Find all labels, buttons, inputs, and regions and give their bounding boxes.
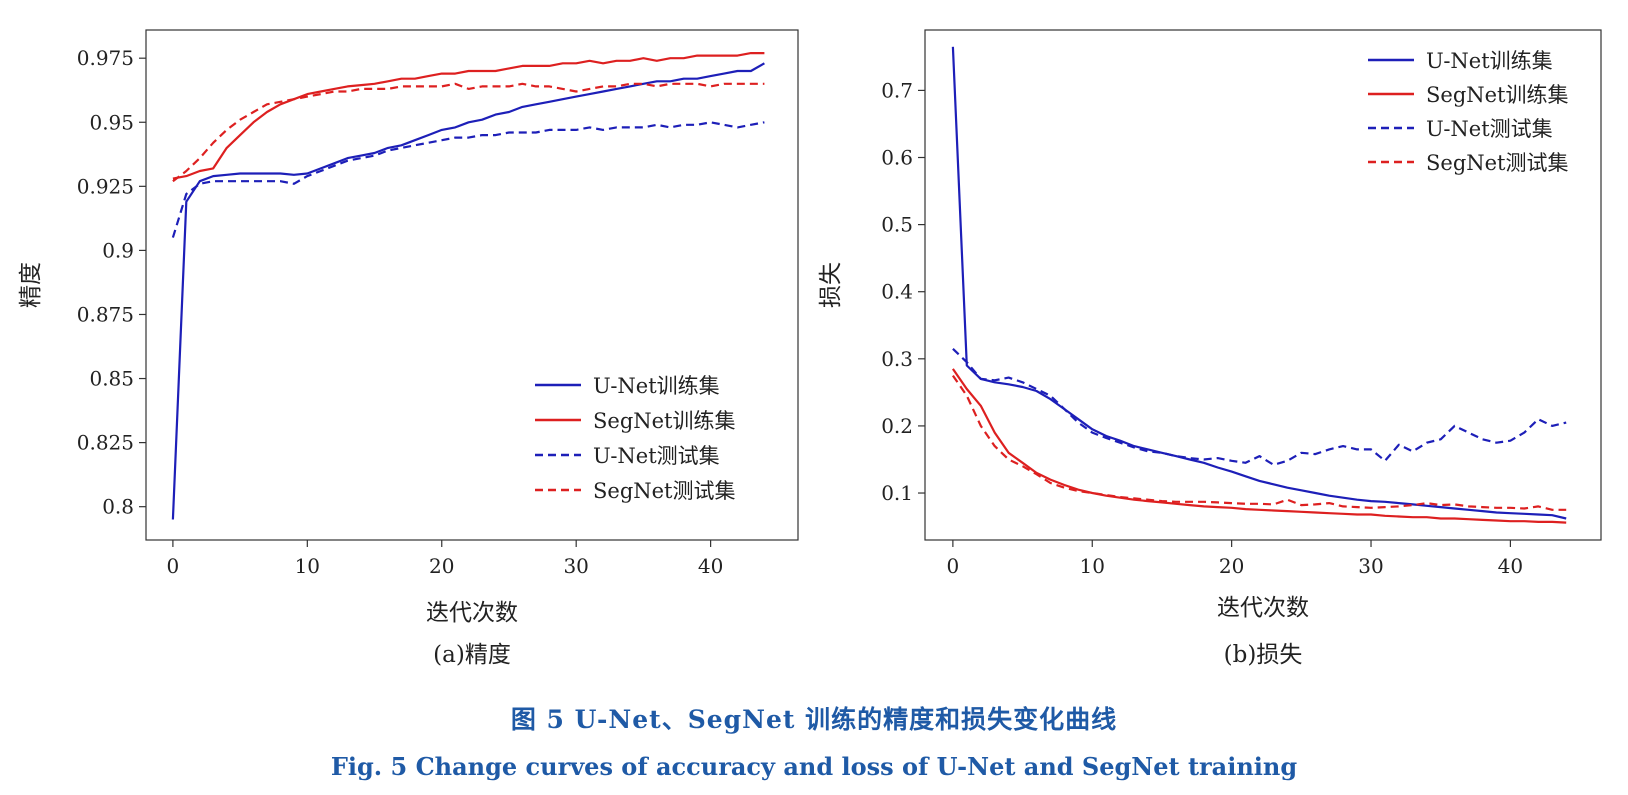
series-line [172,52,765,180]
y-tick-label: 0.85 [89,367,134,391]
x-tick-label: 20 [1219,554,1244,578]
accuracy-panel: 0 10 20 30 40 0.8 0.825 0.85 0.875 0.9 0.925 0.95 0.… [18,29,799,668]
series-line [171,62,765,520]
y-tick-label: 0.925 [77,174,134,198]
legend-label: U-Net测试集 [1426,117,1553,141]
legend-label: SegNet测试集 [593,479,736,503]
x-tick-label: 30 [1358,554,1383,578]
legend-label: SegNet测试集 [1426,151,1569,175]
x-tick-label: 30 [563,554,588,578]
y-tick-label: 0.875 [77,302,134,326]
y-axis-title: 精度 [18,262,44,308]
x-tick-label: 40 [698,554,723,578]
x-tick-label: 0 [947,554,960,578]
y-tick-label: 0.2 [881,414,913,438]
x-tick-label: 10 [295,554,320,578]
loss-panel: 0 10 20 30 40 0.1 0.2 0.3 0.4 0.5 0.6 0.7 迭代次数 损失 (b)损… [818,29,1602,668]
x-axis-title: 迭代次数 [1217,595,1309,621]
x-tick-label: 0 [167,554,180,578]
y-tick-label: 0.975 [77,46,134,70]
series-line [172,82,765,183]
series-line [952,348,1567,466]
figure-caption-chinese: 图 5 U-Net、SegNet 训练的精度和损失变化曲线 [510,705,1118,734]
legend: U-Net训练集 SegNet训练集 U-Net测试集 SegNet测试集 [535,374,736,503]
legend: U-Net训练集 SegNet训练集 U-Net测试集 SegNet测试集 [1368,49,1569,175]
plot-frame [924,29,1602,541]
y-tick-label: 0.6 [881,146,913,170]
plot-frame [145,29,799,541]
y-tick-label: 0.5 [881,213,913,237]
y-tick-label: 0.95 [89,110,134,134]
figure-caption-english: Fig. 5 Change curves of accuracy and los… [330,752,1298,781]
legend-label: SegNet训练集 [1426,83,1569,107]
y-tick-label: 0.3 [881,347,913,371]
series-line [951,46,1567,520]
legend-label: U-Net训练集 [1426,49,1553,73]
y-tick-label: 0.4 [881,280,913,304]
legend-label: SegNet训练集 [593,409,736,433]
y-tick-label: 0.1 [881,481,913,505]
x-tick-label: 10 [1080,554,1105,578]
subfigure-caption: (b)损失 [1224,642,1303,668]
legend-label: U-Net训练集 [593,374,720,398]
x-axis-title: 迭代次数 [426,600,518,626]
series-line [171,121,765,238]
x-tick-label: 40 [1498,554,1523,578]
y-tick-label: 0.825 [77,431,134,455]
y-tick-label: 0.8 [102,495,134,519]
x-tick-label: 20 [429,554,454,578]
y-tick-label: 0.9 [102,238,134,262]
subfigure-caption: (a)精度 [433,642,511,668]
series-line [951,368,1567,524]
y-axis-title: 损失 [818,262,844,308]
legend-label: U-Net测试集 [593,444,720,468]
y-tick-label: 0.7 [881,78,913,102]
